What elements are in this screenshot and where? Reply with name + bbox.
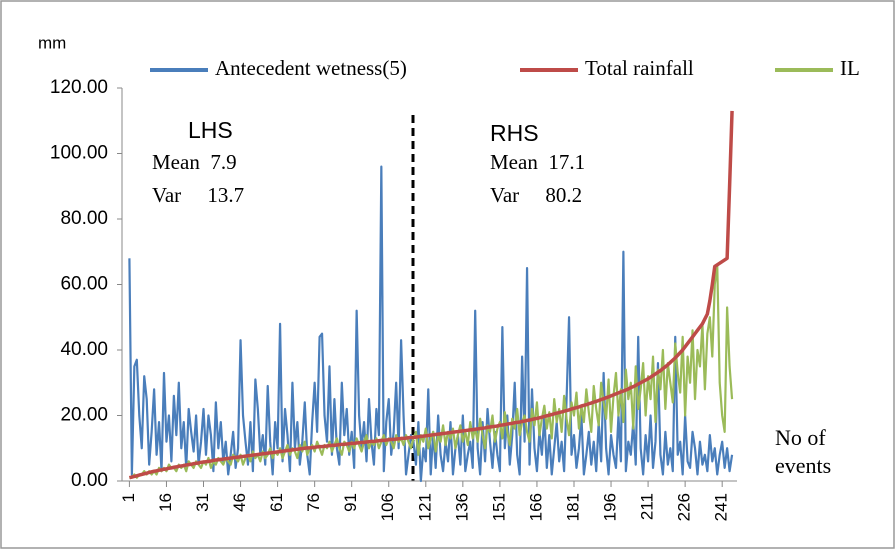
x-tick-label: 241	[712, 493, 731, 521]
x-tick-label: 46	[230, 493, 249, 512]
x-tick-label: 91	[341, 493, 360, 512]
x-tick-label: 226	[675, 493, 694, 521]
annotation: LHS	[188, 117, 233, 143]
series-line	[129, 263, 734, 479]
y-tick-label: 20.00	[60, 405, 108, 426]
x-tick-label: 196	[601, 493, 620, 521]
y-axis-label: mm	[38, 33, 66, 52]
x-axis-label: events	[775, 453, 831, 478]
legend-label: Total rainfall	[585, 56, 694, 80]
x-tick-label: 121	[415, 493, 434, 521]
x-tick-label: 181	[563, 493, 582, 521]
x-tick-label: 1	[119, 493, 138, 502]
annotation: Mean 7.9	[152, 150, 237, 174]
x-axis-label: No of	[775, 425, 826, 450]
x-tick-label: 106	[378, 493, 397, 521]
annotation: Var 80.2	[490, 183, 582, 207]
series-line	[128, 165, 734, 483]
series-line	[128, 110, 734, 480]
y-tick-label: 60.00	[60, 274, 108, 295]
y-tick-label: 80.00	[60, 208, 108, 229]
x-tick-label: 151	[489, 493, 508, 521]
x-tick-label: 31	[193, 493, 212, 512]
annotation: Var 13.7	[152, 183, 244, 207]
x-tick-label: 136	[452, 493, 471, 521]
annotation: RHS	[490, 120, 539, 146]
x-tick-label: 166	[526, 493, 545, 521]
x-tick-label: 76	[304, 493, 323, 512]
x-tick-label: 211	[638, 493, 657, 520]
legend-label: Antecedent wetness(5)	[215, 56, 407, 80]
y-tick-label: 100.00	[50, 143, 108, 164]
y-tick-label: 0.00	[71, 470, 108, 491]
y-tick-label: 40.00	[60, 339, 108, 360]
legend-label: IL	[840, 56, 860, 80]
y-tick-label: 120.00	[50, 77, 108, 98]
annotation: Mean 17.1	[490, 150, 585, 174]
x-tick-label: 16	[156, 493, 175, 512]
x-tick-label: 61	[267, 493, 286, 512]
